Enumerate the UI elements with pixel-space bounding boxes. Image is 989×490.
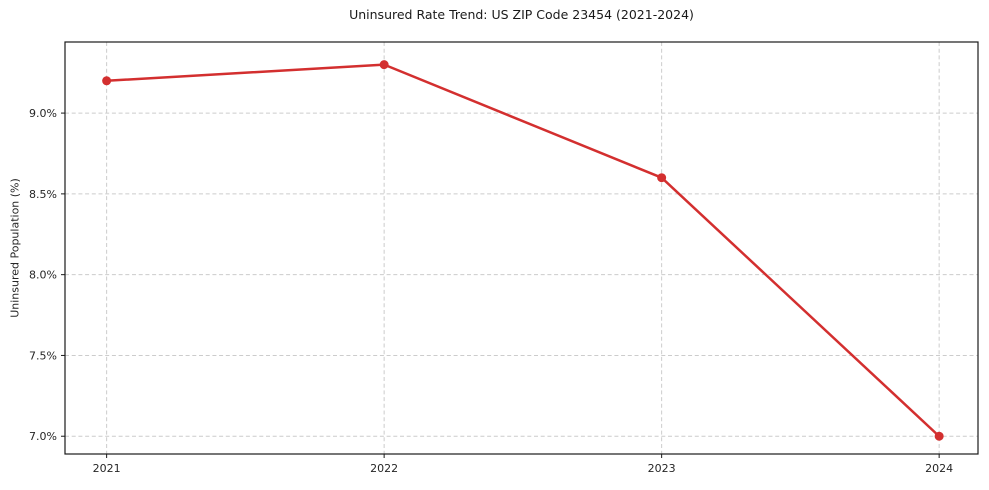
x-tick-label: 2021 bbox=[93, 462, 121, 475]
chart-title: Uninsured Rate Trend: US ZIP Code 23454 … bbox=[349, 7, 694, 22]
y-tick-label: 8.0% bbox=[29, 269, 57, 282]
y-tick-label: 9.0% bbox=[29, 107, 57, 120]
y-tick-label: 7.0% bbox=[29, 430, 57, 443]
y-tick-label: 8.5% bbox=[29, 188, 57, 201]
trend-line bbox=[105, 63, 941, 438]
x-tick-label: 2022 bbox=[370, 462, 398, 475]
x-tick-label: 2023 bbox=[648, 462, 676, 475]
x-tick-label: 2024 bbox=[925, 462, 953, 475]
data-point-marker bbox=[379, 60, 389, 70]
plot-border bbox=[64, 41, 979, 455]
data-point-marker bbox=[657, 173, 667, 183]
data-point-marker bbox=[102, 76, 112, 86]
data-point-marker bbox=[934, 431, 944, 441]
y-tick-label: 7.5% bbox=[29, 349, 57, 362]
